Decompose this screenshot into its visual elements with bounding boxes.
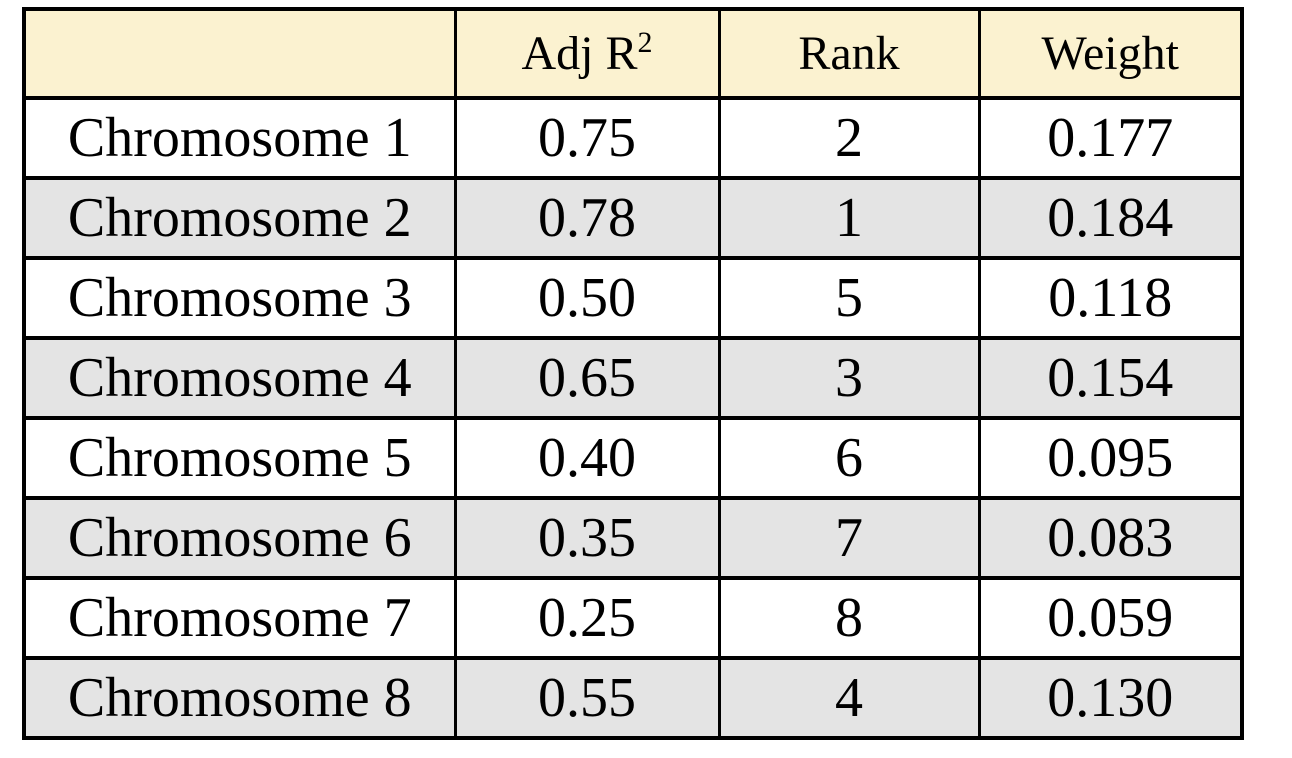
header-rank: Rank — [717, 7, 981, 100]
table-row-chromosome-4: Chromosome 4 0.65 3 0.154 — [22, 336, 1244, 420]
table-row-chromosome-1: Chromosome 1 0.75 2 0.177 — [22, 96, 1244, 180]
table-row-chromosome-3: Chromosome 3 0.50 5 0.118 — [22, 256, 1244, 340]
cell-weight: 0.083 — [977, 496, 1244, 580]
cell-weight: 0.118 — [977, 256, 1244, 340]
cell-rank: 8 — [717, 576, 981, 660]
row-label: Chromosome 3 — [22, 256, 457, 340]
row-label: Chromosome 2 — [22, 176, 457, 260]
cell-rank: 7 — [717, 496, 981, 580]
cell-weight: 0.130 — [977, 656, 1244, 740]
cell-rank: 3 — [717, 336, 981, 420]
cell-adj-r2: 0.65 — [453, 336, 721, 420]
table-row-chromosome-6: Chromosome 6 0.35 7 0.083 — [22, 496, 1244, 580]
header-adj-r2: Adj R2 — [453, 7, 721, 100]
cell-weight: 0.059 — [977, 576, 1244, 660]
row-label: Chromosome 4 — [22, 336, 457, 420]
header-adj-r2-label: Adj R — [521, 27, 638, 80]
cell-rank: 5 — [717, 256, 981, 340]
cell-adj-r2: 0.78 — [453, 176, 721, 260]
row-label: Chromosome 1 — [22, 96, 457, 180]
table-row-chromosome-8: Chromosome 8 0.55 4 0.130 — [22, 656, 1244, 740]
cell-adj-r2: 0.75 — [453, 96, 721, 180]
cell-weight: 0.154 — [977, 336, 1244, 420]
table-row-chromosome-7: Chromosome 7 0.25 8 0.059 — [22, 576, 1244, 660]
cell-adj-r2: 0.40 — [453, 416, 721, 500]
cell-weight: 0.095 — [977, 416, 1244, 500]
table-row-chromosome-5: Chromosome 5 0.40 6 0.095 — [22, 416, 1244, 500]
table-row-chromosome-2: Chromosome 2 0.78 1 0.184 — [22, 176, 1244, 260]
cell-rank: 2 — [717, 96, 981, 180]
cell-weight: 0.177 — [977, 96, 1244, 180]
header-row: Adj R2 Rank Weight — [22, 7, 1244, 100]
cell-adj-r2: 0.55 — [453, 656, 721, 740]
header-empty-cell — [22, 7, 457, 100]
row-label: Chromosome 7 — [22, 576, 457, 660]
cell-weight: 0.184 — [977, 176, 1244, 260]
cell-rank: 1 — [717, 176, 981, 260]
cell-adj-r2: 0.50 — [453, 256, 721, 340]
cell-rank: 4 — [717, 656, 981, 740]
row-label: Chromosome 6 — [22, 496, 457, 580]
chromosome-stats-table: Adj R2 Rank Weight Chromosome 1 0.75 2 0… — [22, 7, 1244, 740]
header-weight: Weight — [977, 7, 1244, 100]
cell-rank: 6 — [717, 416, 981, 500]
cell-adj-r2: 0.35 — [453, 496, 721, 580]
row-label: Chromosome 8 — [22, 656, 457, 740]
row-label: Chromosome 5 — [22, 416, 457, 500]
header-adj-r2-superscript: 2 — [637, 26, 653, 59]
cell-adj-r2: 0.25 — [453, 576, 721, 660]
